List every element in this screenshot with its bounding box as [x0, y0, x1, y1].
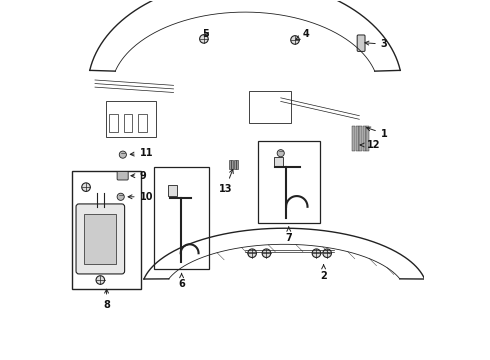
Bar — [359, 126, 362, 152]
Bar — [231, 160, 233, 169]
Text: 5: 5 — [202, 28, 209, 39]
Text: 8: 8 — [103, 289, 110, 310]
Circle shape — [117, 193, 124, 201]
Bar — [352, 126, 355, 152]
Bar — [356, 126, 359, 152]
FancyBboxPatch shape — [117, 171, 128, 180]
Text: 7: 7 — [285, 227, 292, 243]
Text: 1: 1 — [367, 127, 388, 139]
Bar — [273, 157, 283, 166]
Text: 12: 12 — [360, 140, 380, 150]
Circle shape — [199, 35, 208, 43]
Bar — [109, 114, 118, 132]
Text: 3: 3 — [365, 39, 388, 49]
Circle shape — [82, 183, 90, 192]
Circle shape — [323, 249, 331, 257]
Circle shape — [312, 249, 321, 257]
Bar — [72, 171, 142, 289]
Bar — [234, 160, 236, 169]
Text: 11: 11 — [130, 148, 153, 158]
Bar — [363, 126, 366, 152]
Text: 4: 4 — [296, 29, 309, 40]
Bar — [258, 141, 320, 223]
FancyBboxPatch shape — [357, 35, 365, 51]
Text: 10: 10 — [128, 192, 153, 202]
Text: 9: 9 — [131, 171, 147, 181]
Bar — [248, 91, 292, 123]
Bar — [123, 114, 132, 132]
Text: 2: 2 — [320, 265, 327, 281]
Text: 6: 6 — [178, 274, 185, 289]
Bar — [138, 114, 147, 132]
Bar — [168, 185, 177, 196]
Circle shape — [96, 276, 104, 284]
Text: 13: 13 — [219, 169, 233, 194]
Bar — [237, 160, 238, 169]
Bar — [229, 160, 231, 169]
Bar — [367, 126, 369, 152]
Circle shape — [291, 36, 299, 44]
Circle shape — [248, 249, 256, 257]
Bar — [106, 102, 156, 137]
Bar — [154, 167, 209, 269]
Circle shape — [119, 151, 126, 158]
Bar — [84, 214, 117, 264]
Circle shape — [277, 150, 284, 157]
Circle shape — [262, 249, 270, 257]
FancyBboxPatch shape — [76, 204, 124, 274]
